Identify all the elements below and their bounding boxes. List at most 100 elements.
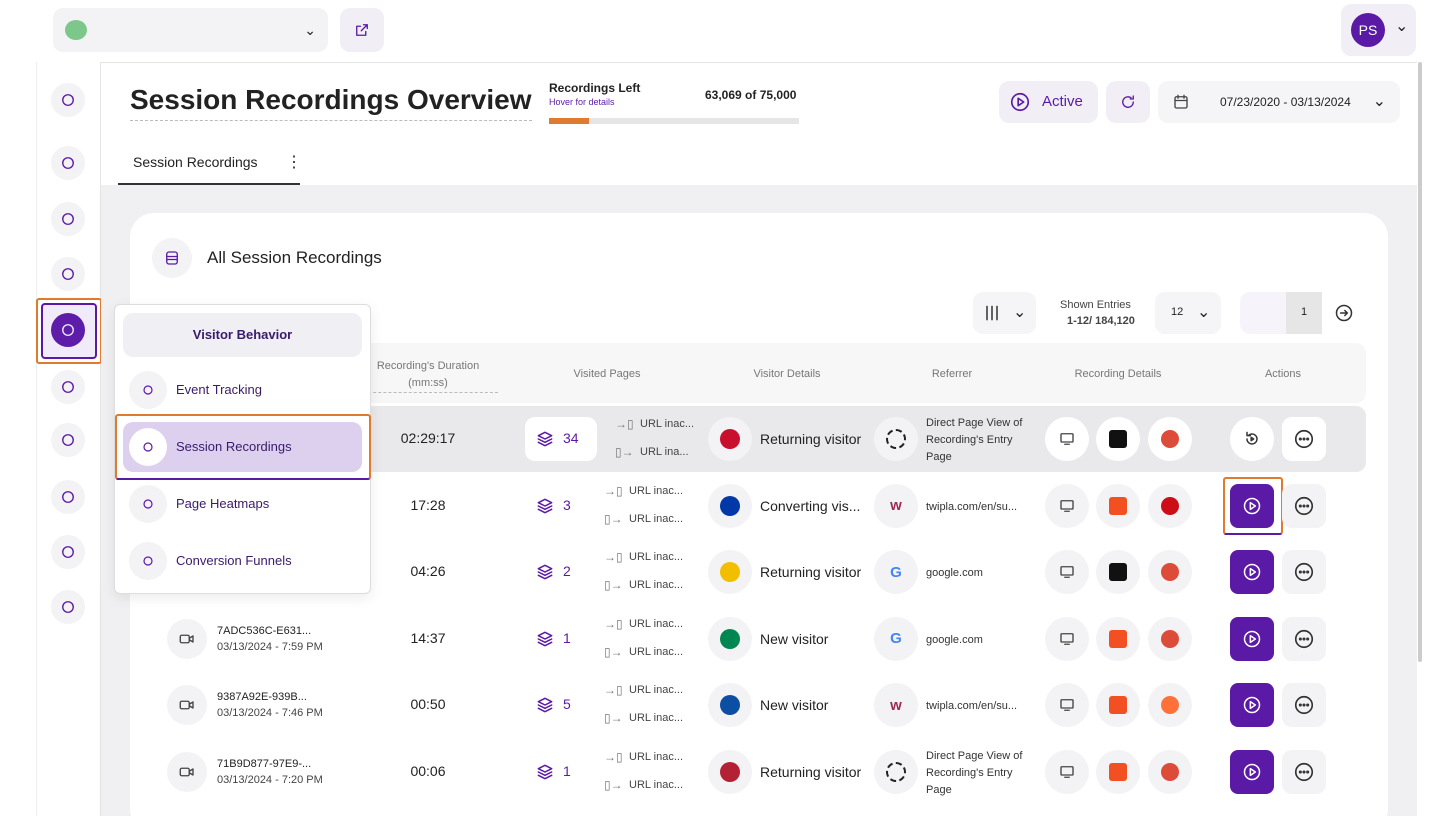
detail-icon <box>1045 417 1089 461</box>
menu-item-label: Event Tracking <box>176 382 262 397</box>
recording-date: 03/13/2024 - 7:46 PM <box>217 707 323 719</box>
sidebar-icon[interactable] <box>51 202 85 236</box>
play-button[interactable] <box>1230 550 1274 594</box>
prev-page[interactable] <box>1240 292 1286 334</box>
detail-icon <box>1096 750 1140 794</box>
page-size-value: 12 <box>1171 306 1183 318</box>
entry-icon: →▯ <box>604 750 623 764</box>
exit-icon: ▯→ <box>604 778 623 792</box>
pages-count: 3 <box>563 497 571 513</box>
visitor-type: Converting vis... <box>760 498 860 514</box>
menu-item[interactable]: Page Heatmaps <box>123 479 362 529</box>
duration: 17:28 <box>358 497 498 513</box>
visitor-type: New visitor <box>760 631 828 647</box>
play-button[interactable] <box>1230 750 1274 794</box>
more-button[interactable] <box>1282 484 1326 528</box>
refresh-button[interactable] <box>1106 81 1150 123</box>
next-page[interactable] <box>1322 292 1366 334</box>
play-button[interactable] <box>1230 617 1274 661</box>
recording-id: 9387A92E-939B... <box>217 691 307 703</box>
entry-icon: →▯ <box>604 683 623 697</box>
pages-badge[interactable]: 2 <box>525 550 597 594</box>
recordings-count: 63,069 of 75,000 <box>705 88 796 102</box>
more-button[interactable] <box>1282 617 1326 661</box>
open-link[interactable] <box>340 8 384 52</box>
page-number[interactable]: 1 <box>1286 292 1322 334</box>
sidebar-icon[interactable] <box>51 370 85 404</box>
more-button[interactable] <box>1282 417 1326 461</box>
entry-url: URL inac... <box>629 751 683 763</box>
detail-icon <box>1096 550 1140 594</box>
entry-url: URL inac... <box>629 485 683 497</box>
visitor-type: Returning visitor <box>760 564 861 580</box>
recording-date: 03/13/2024 - 7:59 PM <box>217 641 323 653</box>
recording-id: 71B9D877-97E9-... <box>217 758 311 770</box>
site-selector[interactable]: ⌄ <box>53 8 328 52</box>
pages-count: 2 <box>563 563 571 579</box>
pages-count: 1 <box>563 763 571 779</box>
detail-icon <box>1148 750 1192 794</box>
play-button[interactable] <box>1230 683 1274 727</box>
date-range[interactable]: ⌄07/23/2020 - 03/13/2024 <box>1158 81 1400 123</box>
detail-icon <box>1148 484 1192 528</box>
referrer-icon <box>874 417 918 461</box>
duration: 04:26 <box>358 563 498 579</box>
header-line <box>101 62 1417 63</box>
pages-badge[interactable]: 1 <box>525 750 597 794</box>
sidebar-icon[interactable] <box>51 146 85 180</box>
shown-label: Shown Entries <box>1060 299 1131 311</box>
avatar: PS <box>1351 13 1385 47</box>
pages-badge[interactable]: 3 <box>525 484 597 528</box>
pages-count: 34 <box>563 430 579 446</box>
pages-badge[interactable]: 34 <box>525 417 597 461</box>
exit-icon: ▯→ <box>604 512 623 526</box>
count-part: 75,000 <box>760 88 797 102</box>
duration: 02:29:17 <box>358 430 498 446</box>
referrer: google.com <box>926 565 1038 582</box>
recordings-label: Recordings Left <box>549 81 640 95</box>
menu-item-label: Conversion Funnels <box>176 553 292 568</box>
referrer: twipla.com/en/su... <box>926 499 1038 516</box>
flag-wrap <box>708 550 752 594</box>
tab[interactable]: Session Recordings <box>118 142 300 185</box>
card-icon <box>152 238 192 278</box>
menu-active-outline <box>115 414 371 480</box>
more-button[interactable] <box>1282 683 1326 727</box>
referrer: google.com <box>926 632 1038 649</box>
page-title: Session Recordings Overview <box>130 84 532 121</box>
card-title: All Session Recordings <box>207 248 382 268</box>
sidebar-icon[interactable] <box>51 257 85 291</box>
page-size[interactable]: ⌄12 <box>1155 292 1221 334</box>
column-header: Actions <box>1213 368 1353 380</box>
sidebar-icon[interactable] <box>51 535 85 569</box>
menu-item[interactable]: Conversion Funnels <box>123 536 362 586</box>
detail-icon <box>1045 484 1089 528</box>
column-header: Visited Pages <box>537 368 677 380</box>
sidebar-icon[interactable] <box>51 83 85 117</box>
row-icon <box>167 752 207 792</box>
exit-icon: ▯→ <box>604 645 623 659</box>
recording-date: 03/13/2024 - 7:20 PM <box>217 774 323 786</box>
column-header: Recording Details <box>1048 368 1188 380</box>
filter-button[interactable]: ⌄ <box>973 292 1036 334</box>
pages-badge[interactable]: 5 <box>525 683 597 727</box>
status-button[interactable]: Active <box>999 81 1098 123</box>
menu-title: Visitor Behavior <box>123 313 362 357</box>
pages-count: 5 <box>563 696 571 712</box>
menu-item[interactable]: Event Tracking <box>123 365 362 415</box>
sidebar-icon[interactable] <box>51 590 85 624</box>
flag-wrap <box>708 750 752 794</box>
more-button[interactable] <box>1282 750 1326 794</box>
exit-url: URL ina... <box>640 446 689 458</box>
sidebar-icon[interactable] <box>51 480 85 514</box>
entry-icon: →▯ <box>604 617 623 631</box>
column-header: Visitor Details <box>717 368 857 380</box>
sidebar-icon[interactable] <box>51 423 85 457</box>
detail-icon <box>1148 550 1192 594</box>
replay-button[interactable] <box>1230 417 1274 461</box>
more-button[interactable] <box>1282 550 1326 594</box>
duration: 00:06 <box>358 763 498 779</box>
avatar-button[interactable]: PS⌄ <box>1341 4 1416 56</box>
pages-badge[interactable]: 1 <box>525 617 597 661</box>
